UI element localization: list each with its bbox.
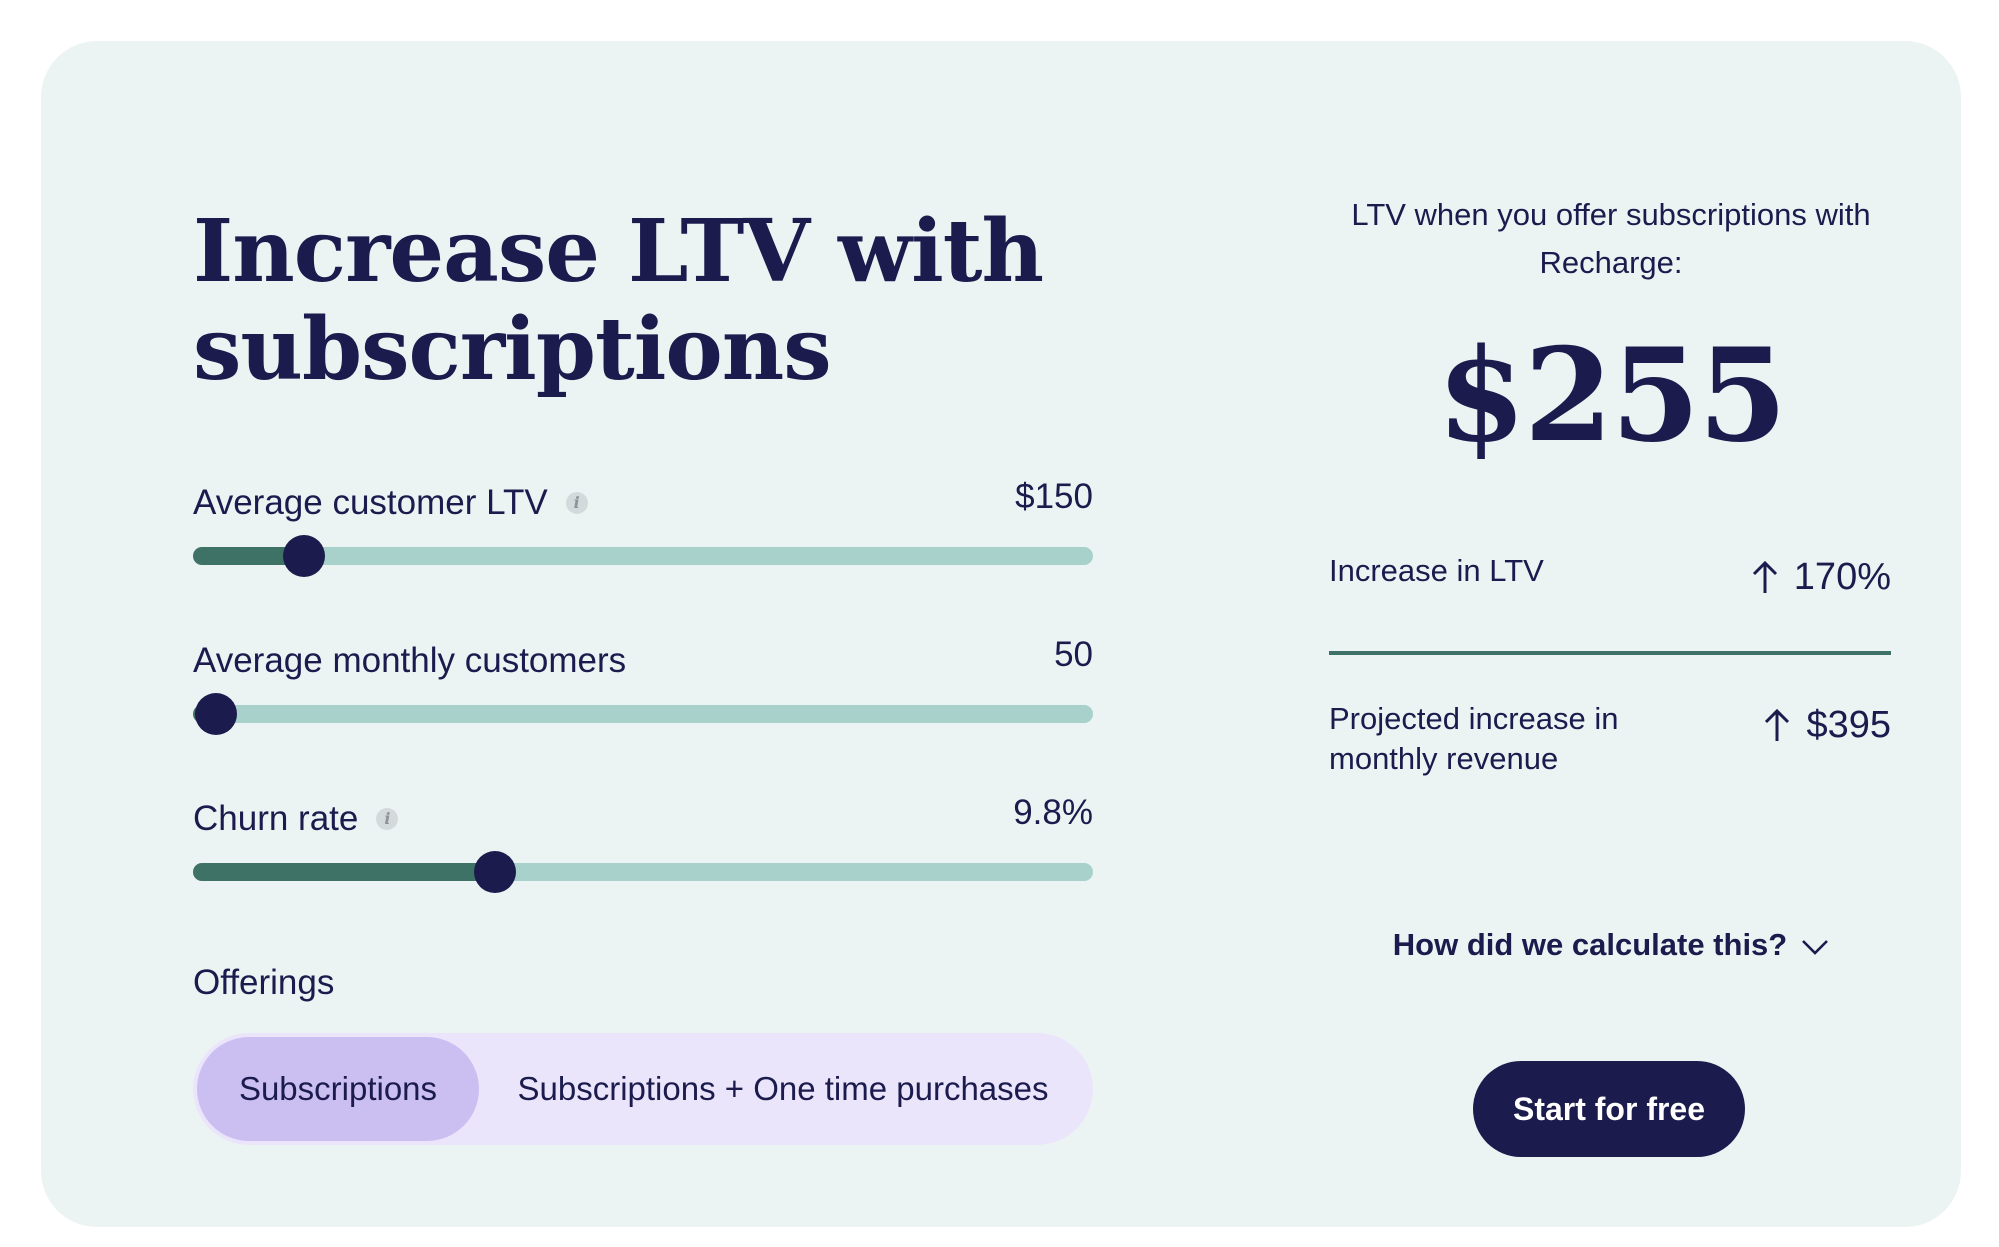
churn-rate-slider-label-group: Churn rate i — [193, 797, 399, 841]
increase-ltv-value: 170% — [1793, 556, 1891, 598]
projected-revenue-stat: Projected increase in monthly revenue $3… — [1329, 699, 1891, 789]
increase-ltv-value-group: 170% — [1750, 551, 1891, 603]
offerings-label: Offerings — [193, 963, 335, 1002]
churn-rate-slider-fill — [193, 863, 495, 881]
churn-rate-slider-value: 9.8% — [1013, 793, 1093, 832]
arrow-up-icon — [1752, 560, 1777, 593]
ltv-slider-thumb[interactable] — [282, 535, 325, 577]
projected-revenue-value: $395 — [1806, 704, 1891, 746]
increase-ltv-label: Increase in LTV — [1329, 553, 1544, 588]
stats-divider — [1329, 651, 1891, 655]
monthly-customers-slider-label: Average monthly customers — [193, 641, 627, 680]
projected-revenue-value-group: $395 — [1762, 699, 1891, 751]
ltv-calculator-card: Increase LTV with subscriptions Average … — [41, 41, 1961, 1227]
ltv-result-value: $255 — [1436, 321, 1787, 471]
projected-revenue-label: Projected increase in monthly revenue — [1329, 701, 1619, 776]
how-calculated-label: How did we calculate this? — [1392, 927, 1788, 962]
page-title: Increase LTV with subscriptions — [193, 201, 1044, 400]
start-for-free-button[interactable]: Start for free — [1473, 1061, 1745, 1157]
ltv-slider-label: Average customer LTV — [193, 483, 548, 522]
monthly-customers-slider-label-group: Average monthly customers — [193, 639, 626, 683]
ltv-slider-track[interactable] — [193, 535, 1093, 577]
arrow-up-icon — [1765, 708, 1790, 741]
ltv-slider-label-group: Average customer LTV i — [193, 481, 588, 525]
churn-rate-slider-label: Churn rate — [193, 799, 359, 838]
monthly-customers-slider-value: 50 — [1054, 635, 1093, 674]
monthly-customers-slider-track[interactable] — [193, 693, 1093, 735]
subscriptions-option[interactable]: Subscriptions — [197, 1037, 479, 1141]
info-icon[interactable]: i — [565, 492, 588, 514]
churn-rate-slider-thumb[interactable] — [473, 851, 516, 893]
info-icon[interactable]: i — [376, 808, 399, 830]
subscriptions-plus-one-time-option[interactable]: Subscriptions + One time purchases — [517, 1070, 1049, 1107]
ltv-result-caption: LTV when you offer subscriptions with Re… — [1351, 197, 1871, 280]
how-calculated-toggle[interactable]: How did we calculate this? — [1281, 921, 1941, 969]
ltv-slider-row: Average customer LTV i $150 — [193, 477, 1093, 601]
offerings-toggle: Subscriptions Subscriptions + One time p… — [193, 1033, 1093, 1145]
increase-ltv-stat: Increase in LTV 170% — [1329, 551, 1891, 611]
chevron-down-icon — [1802, 939, 1829, 955]
ltv-slider-value: $150 — [1015, 477, 1093, 516]
churn-rate-slider-track[interactable] — [193, 851, 1093, 893]
monthly-customers-slider-thumb[interactable] — [194, 693, 237, 735]
monthly-customers-slider-row: Average monthly customers 50 — [193, 635, 1093, 759]
churn-rate-slider-row: Churn rate i 9.8% — [193, 793, 1093, 917]
ltv-slider-fill — [193, 547, 304, 565]
